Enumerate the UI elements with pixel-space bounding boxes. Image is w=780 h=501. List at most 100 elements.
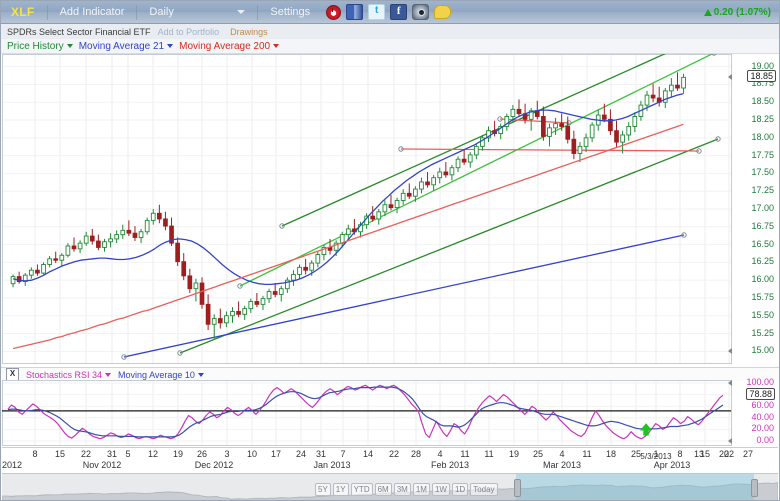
drawings-menu[interactable]: Drawings bbox=[230, 26, 268, 37]
toolbar-divider bbox=[46, 4, 48, 20]
comment-icon[interactable] bbox=[434, 5, 452, 19]
period-label: Daily bbox=[149, 6, 174, 18]
date-axis-day: 15 bbox=[699, 449, 711, 459]
toolbar-divider bbox=[257, 4, 259, 20]
range-button-6m[interactable]: 6M bbox=[374, 483, 392, 496]
range-button-1y[interactable]: 1Y bbox=[332, 483, 349, 496]
date-axis-day: 7 bbox=[340, 449, 346, 459]
date-axis-month: Dec 2012 bbox=[194, 460, 234, 470]
stoch-axis-tick: 20.00 bbox=[751, 423, 774, 434]
price-axis-tick: 16.00 bbox=[751, 274, 774, 285]
axis-pointer-icon bbox=[728, 74, 732, 81]
symbol-label[interactable]: XLF bbox=[11, 5, 35, 19]
legend-stochastics[interactable]: Stochastics RSI 34 bbox=[19, 369, 112, 380]
range-button-1m[interactable]: 1M bbox=[412, 483, 430, 496]
legend-ma21-label: Moving Average 21 bbox=[78, 40, 165, 52]
axis-pointer-icon bbox=[728, 380, 732, 386]
date-axis-month: Feb 2013 bbox=[430, 460, 470, 470]
date-axis: 8 15 22 31 5 12 19 26 3 10 17 24 31 7 14 22 28 4 11 11 19 25 4… bbox=[2, 447, 778, 474]
range-button-ytd[interactable]: YTD bbox=[350, 483, 373, 496]
date-axis-day: 19 bbox=[172, 449, 184, 459]
price-axis-tick: 15.50 bbox=[751, 309, 774, 320]
date-axis-day: 18 bbox=[605, 449, 617, 459]
date-axis-day: 31 bbox=[315, 449, 327, 459]
range-button-1w[interactable]: 1W bbox=[431, 483, 450, 496]
current-price-badge: 18.85 bbox=[747, 70, 776, 83]
chevron-down-icon bbox=[237, 10, 246, 14]
date-axis-day: 13 bbox=[693, 449, 705, 459]
chevron-down-icon bbox=[197, 372, 204, 377]
date-axis-day: 4 bbox=[437, 449, 443, 459]
date-axis-day: 8 bbox=[32, 449, 38, 459]
price-axis-tick: 17.25 bbox=[751, 185, 774, 196]
date-axis-day: 10 bbox=[246, 449, 258, 459]
chevron-down-icon bbox=[66, 44, 73, 48]
facebook-icon[interactable]: f bbox=[390, 4, 408, 20]
range-button-group: 5Y 1Y YTD 6M 3M 1M 1W 1D Today bbox=[315, 483, 498, 496]
add-to-portfolio-link[interactable]: Add to Portfolio bbox=[157, 26, 220, 37]
date-axis-day: 4 bbox=[559, 449, 565, 459]
alarm-icon[interactable] bbox=[326, 4, 342, 20]
overview-handle-right[interactable] bbox=[751, 479, 758, 497]
book-icon[interactable] bbox=[346, 4, 364, 20]
overview-selection[interactable] bbox=[516, 474, 754, 500]
stoch-axis-tick: 40.00 bbox=[751, 411, 774, 422]
indicator-legend-bar: Price History Moving Average 21 Moving A… bbox=[1, 39, 779, 54]
legend-stochastics-label: Stochastics RSI 34 bbox=[26, 369, 103, 380]
price-axis-tick: 18.75 bbox=[751, 78, 774, 89]
date-axis-day: 12 bbox=[147, 449, 159, 459]
date-axis-day: 17 bbox=[270, 449, 282, 459]
legend-price-history-label: Price History bbox=[7, 40, 64, 52]
period-dropdown[interactable]: Daily bbox=[141, 6, 253, 18]
stochastics-legend-bar: X Stochastics RSI 34 Moving Average 10 bbox=[1, 367, 779, 381]
overview-handle-left[interactable] bbox=[514, 479, 521, 497]
camera-icon[interactable] bbox=[412, 4, 430, 20]
date-axis-day: 19 bbox=[508, 449, 520, 459]
range-button-3m[interactable]: 3M bbox=[393, 483, 411, 496]
quote-change: 0.20 (1.07%) bbox=[703, 6, 779, 18]
range-button-1d[interactable]: 1D bbox=[451, 483, 469, 496]
chevron-down-icon bbox=[273, 44, 280, 48]
date-axis-month: Nov 2012 bbox=[82, 460, 122, 470]
price-axis-tick: 17.00 bbox=[751, 203, 774, 213]
legend-ma200[interactable]: Moving Average 200 bbox=[173, 41, 280, 52]
date-axis-day: 31 bbox=[106, 449, 118, 459]
stoch-axis-tick: 60.00 bbox=[751, 400, 774, 411]
stochastics-svg bbox=[2, 380, 732, 446]
price-axis-tick: 15.75 bbox=[751, 291, 774, 302]
legend-ma10[interactable]: Moving Average 10 bbox=[111, 370, 204, 380]
toolbar-icon-group: t f bbox=[326, 4, 452, 20]
date-axis-day: 24 bbox=[295, 449, 307, 459]
date-axis-month: Mar 2013 bbox=[542, 460, 582, 470]
date-axis-day: 22 bbox=[723, 449, 735, 459]
stoch-axis-tick: 0.00 bbox=[756, 435, 774, 445]
date-axis-day: 22 bbox=[80, 449, 92, 459]
axis-pointer-icon bbox=[728, 438, 732, 444]
toolbar: XLF Add Indicator Daily Settings t f 0.2… bbox=[1, 1, 779, 24]
company-name: SPDRs Select Sector Financial ETF bbox=[7, 26, 151, 37]
twitter-icon[interactable]: t bbox=[368, 4, 386, 20]
legend-price-history[interactable]: Price History bbox=[1, 41, 73, 52]
date-axis-day: 11 bbox=[484, 449, 494, 459]
quote-change-text: 0.20 (1.07%) bbox=[713, 6, 771, 18]
date-axis-day: 11 bbox=[460, 449, 470, 459]
chevron-down-icon bbox=[167, 44, 174, 48]
price-chart-svg bbox=[2, 54, 732, 364]
legend-ma21[interactable]: Moving Average 21 bbox=[73, 40, 174, 52]
price-axis-tick: 16.75 bbox=[751, 220, 774, 231]
price-chart-pane[interactable]: 19.00 18.75 18.50 18.25 18.00 17.75 17.50 17.25… bbox=[2, 54, 778, 364]
range-button-today[interactable]: Today bbox=[470, 483, 498, 496]
price-axis-tick: 16.50 bbox=[751, 238, 774, 249]
price-axis-tick: 16.25 bbox=[751, 256, 774, 267]
range-button-5y[interactable]: 5Y bbox=[315, 483, 331, 496]
legend-ma10-label: Moving Average 10 bbox=[118, 369, 195, 380]
settings-button[interactable]: Settings bbox=[270, 6, 311, 18]
date-axis-day: 5 bbox=[125, 449, 131, 459]
price-axis-tick: 15.25 bbox=[751, 327, 774, 338]
date-axis-day: 22 bbox=[388, 449, 400, 459]
date-axis-day: 11 bbox=[582, 449, 592, 459]
add-indicator-button[interactable]: Add Indicator bbox=[59, 6, 125, 18]
price-axis-tick: 19.00 bbox=[751, 60, 774, 71]
